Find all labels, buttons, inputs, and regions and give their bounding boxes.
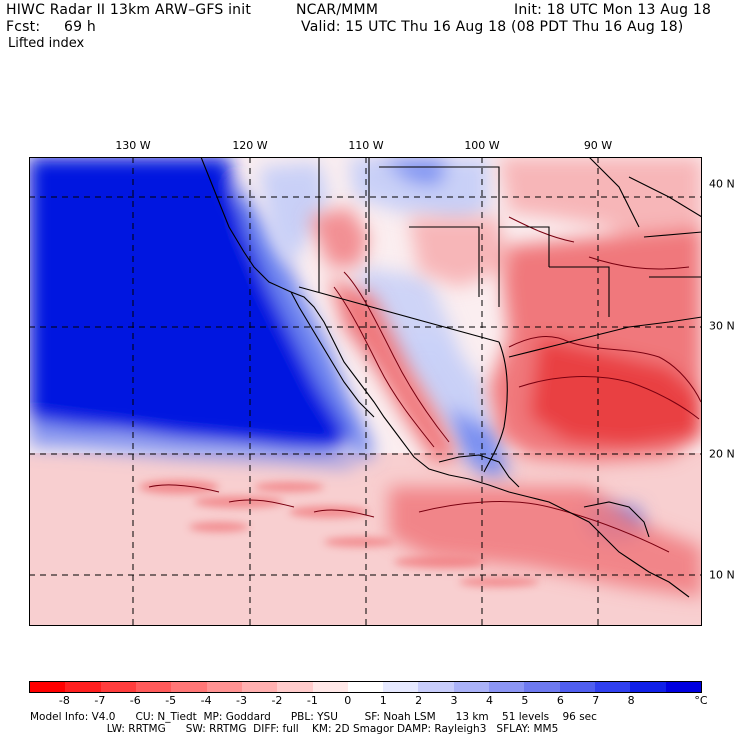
colorbar-tick-label: -2 [271, 694, 283, 707]
colorbar-tick-label: 4 [485, 694, 493, 707]
colorbar-swatch [630, 682, 666, 692]
colorbar-swatch [135, 682, 172, 692]
init-time: Init: 18 UTC Mon 13 Aug 18 [514, 2, 712, 18]
colorbar-swatch [277, 682, 313, 692]
lon-label-120w: 120 W [232, 139, 268, 152]
lat-label-40n: 40 N [709, 177, 735, 191]
model-info-line1: Model Info: V4.0 CU: N_Tiedt MP: Goddard… [30, 711, 597, 723]
model-title: HIWC Radar II 13km ARW–GFS init [6, 2, 252, 18]
forecast-hour: 69 h [64, 19, 96, 35]
colorbar-tick-label: 8 [627, 694, 635, 707]
colorbar-swatch [453, 682, 490, 692]
colorbar-swatch [489, 682, 525, 692]
colorbar-tick-label: 7 [592, 694, 600, 707]
colorbar-swatch [65, 682, 101, 692]
lon-label-90w: 90 W [583, 139, 613, 152]
lat-label-10n: 10 N [709, 568, 735, 582]
colorbar-tick-label: 3 [450, 694, 458, 707]
colorbar-swatch [312, 682, 348, 692]
colorbar-tick-label: -4 [200, 694, 212, 707]
colorbar-swatch [171, 682, 207, 692]
colorbar-tick-label: 0 [344, 694, 352, 707]
lon-label-110w: 110 W [348, 139, 384, 152]
colorbar-tick-label: 6 [556, 694, 564, 707]
colorbar-swatch [418, 682, 454, 692]
forecast-label: Fcst: [6, 19, 41, 35]
colorbar-swatch [100, 682, 136, 692]
colorbar-swatch [524, 682, 560, 692]
colorbar-tick-label: 1 [379, 694, 387, 707]
colorbar-swatch [383, 682, 419, 692]
colorbar-tick-label: 2 [415, 694, 423, 707]
colorbar-swatch [665, 682, 701, 692]
colorbar-tick-label: -8 [58, 694, 70, 707]
lat-label-30n: 30 N [709, 319, 735, 333]
coastlines-borders [200, 157, 702, 598]
lifted-index-contours [148, 216, 702, 553]
colorbar-tick-label: -7 [94, 694, 106, 707]
pacific-stable-region [29, 157, 374, 467]
colorbar [29, 681, 702, 693]
colorbar-tick-label: -6 [129, 694, 141, 707]
colorbar-unit: °C [694, 694, 708, 707]
map-frame [29, 157, 702, 626]
colorbar-swatch [595, 682, 631, 692]
lat-label-20n: 20 N [709, 447, 735, 461]
lifted-index-map [29, 157, 702, 626]
unstable-regions [309, 157, 702, 597]
colorbar-swatch [241, 682, 278, 692]
colorbar-tick-label: -1 [306, 694, 318, 707]
colorbar-swatch [30, 682, 66, 692]
valid-time: Valid: 15 UTC Thu 16 Aug 18 (08 PDT Thu … [301, 19, 684, 35]
colorbar-swatch [206, 682, 242, 692]
colorbar-tick-label: 5 [521, 694, 529, 707]
ocean-convective-cells [139, 480, 539, 587]
field-name: Lifted index [8, 36, 85, 51]
colorbar-tick-label: -3 [236, 694, 247, 707]
colorbar-swatch [559, 682, 595, 692]
organization-label: NCAR/MMM [296, 2, 379, 18]
colorbar-swatch [347, 682, 384, 692]
lon-label-100w: 100 W [464, 139, 500, 152]
lon-label-130w: 130 W [115, 139, 151, 152]
model-info-line2: LW: RRTMG SW: RRTMG DIFF: full KM: 2D Sm… [30, 723, 559, 735]
colorbar-tick-label: -5 [165, 694, 177, 707]
